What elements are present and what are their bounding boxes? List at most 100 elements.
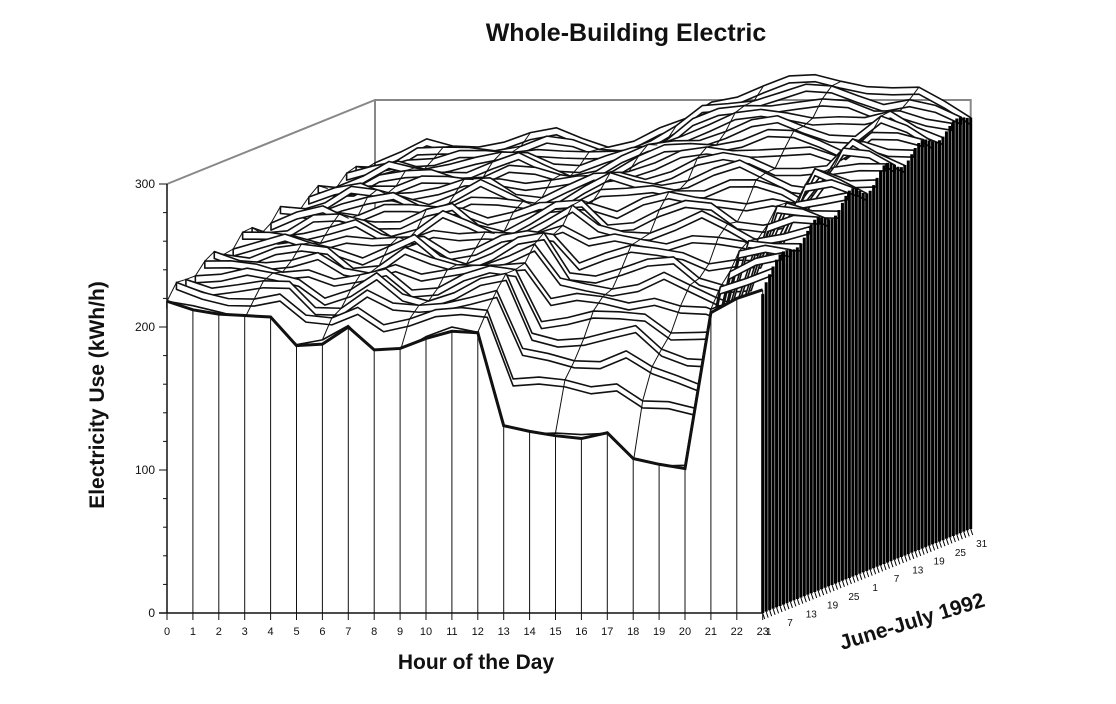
surface-strut — [232, 231, 244, 250]
surface-strut — [242, 227, 253, 233]
x-tick-label: 4 — [268, 626, 274, 638]
surface-strut — [465, 247, 477, 265]
x-tick-label: 12 — [472, 626, 484, 638]
x-tick-label: 5 — [293, 626, 299, 638]
date-tick-mark — [900, 556, 904, 564]
front-profile-line — [166, 288, 764, 471]
surface-strut — [339, 213, 349, 219]
surface-strut — [640, 232, 651, 240]
date-tick-mark — [789, 601, 793, 608]
date-tick-label: 13 — [912, 565, 924, 576]
x-tick-label: 13 — [498, 626, 510, 638]
surface-strut — [409, 304, 420, 320]
surface-strut — [795, 184, 806, 203]
surface-strut — [736, 203, 748, 223]
surface-strut — [475, 231, 486, 249]
side-wall — [761, 117, 974, 620]
surface-strut — [748, 238, 759, 242]
surface-strut — [689, 277, 700, 286]
date-tick-mark — [949, 537, 953, 544]
date-tick-mark — [831, 584, 835, 592]
surface-strut — [503, 211, 515, 232]
surface-strut — [423, 158, 435, 170]
date-tick-mark — [835, 583, 838, 590]
surface-strut — [744, 100, 755, 107]
surface-strut — [719, 271, 731, 288]
surface-strut — [273, 271, 283, 274]
surface-strut — [492, 151, 503, 163]
surface-strut — [821, 85, 833, 100]
date-tick-mark — [911, 552, 915, 559]
surface-strut — [447, 264, 458, 271]
surface-strut — [486, 290, 498, 311]
surface-strut — [443, 145, 453, 148]
surface-strut — [589, 148, 599, 153]
surface-strut — [253, 280, 265, 300]
surface-strut — [282, 259, 293, 273]
surface-strut — [715, 131, 727, 146]
surface-strut — [628, 155, 639, 172]
surface-strut — [482, 161, 494, 178]
surface-strut — [416, 209, 427, 230]
y-axis-label: Electricity Use (kWh/h) — [86, 281, 109, 509]
date-tick-mark — [855, 575, 859, 582]
surface-strut — [600, 172, 611, 190]
date-tick-mark — [952, 535, 956, 543]
surface-strut — [909, 86, 920, 100]
surface-strut — [678, 180, 689, 192]
surface-strut — [520, 132, 531, 147]
date-tick-mark — [907, 554, 911, 561]
surface-strut — [395, 170, 406, 187]
x-axis-label: Hour of the Day — [398, 651, 555, 674]
date-tick-label: 7 — [787, 618, 793, 629]
surface-strut — [515, 262, 526, 270]
front-profile-fill — [167, 289, 763, 613]
surface-strut — [717, 223, 729, 238]
surface-strut — [710, 286, 721, 310]
surface-strut — [573, 338, 585, 361]
date-tick-label: 19 — [934, 557, 946, 568]
surface-strut — [263, 272, 274, 282]
surface-strut — [880, 110, 891, 117]
date-tick-mark — [845, 579, 849, 586]
surface-strut — [562, 204, 573, 226]
surface-strut — [661, 332, 672, 350]
surface-strut — [649, 209, 660, 234]
surface-strut — [572, 199, 583, 206]
surface-strut — [329, 213, 340, 228]
surface-ribbon — [185, 252, 783, 395]
date-tick-mark — [852, 576, 856, 583]
date-tick-mark — [904, 555, 908, 562]
date-tick-mark — [873, 568, 877, 575]
surface-strut — [454, 178, 465, 195]
date-tick-mark — [779, 605, 783, 613]
surface-strut — [176, 278, 187, 283]
surface-strut — [456, 263, 467, 266]
date-tick-mark — [866, 570, 870, 578]
date-tick-mark — [821, 589, 825, 596]
x-tick-label: 9 — [397, 626, 403, 638]
date-tick-label: 13 — [806, 609, 818, 620]
surface-strut — [534, 232, 545, 245]
date-tick-mark — [966, 530, 970, 537]
surface-strut — [812, 98, 823, 119]
date-tick-mark — [883, 563, 887, 571]
date-tick-label: 1 — [766, 627, 772, 638]
date-tick-mark — [918, 549, 922, 557]
date-tick-mark — [939, 541, 942, 548]
surface-strut — [824, 166, 835, 172]
surface-strut — [485, 231, 495, 234]
surface-strut — [543, 232, 554, 235]
surface-strut — [555, 379, 566, 434]
surface-strut — [560, 174, 571, 177]
surface-strut — [753, 85, 764, 102]
surface-strut — [621, 245, 632, 269]
surface-strut — [280, 206, 290, 209]
date-tick-mark — [914, 551, 918, 558]
surface-strut — [630, 238, 641, 246]
surface-ribbons — [166, 73, 972, 474]
x-tick-label: 17 — [601, 626, 613, 638]
surface-strut — [619, 170, 630, 173]
surface-strut — [638, 144, 649, 157]
